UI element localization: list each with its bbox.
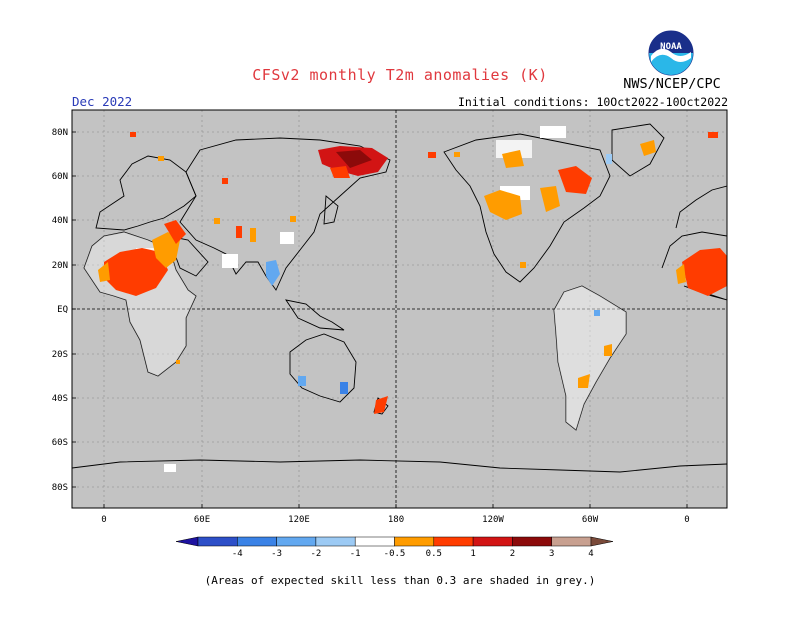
initial-conditions: Initial conditions: 10Oct2022-10Oct2022: [457, 95, 728, 109]
lat-label: 20S: [52, 350, 68, 360]
lon-label: 60W: [582, 515, 599, 525]
lat-label: 60N: [52, 172, 68, 182]
agency-label: NWS/NCEP/CPC: [623, 76, 721, 92]
colorbar-swatch: [276, 536, 317, 547]
colorbar-tick-label: 2: [510, 549, 515, 559]
lat-label: 40S: [52, 394, 68, 404]
lon-label: 0: [684, 515, 689, 525]
map-grid: [72, 110, 727, 508]
chart-title: CFSv2 monthly T2m anomalies (K): [252, 66, 548, 84]
noaa-logo: NOAA: [648, 30, 694, 76]
colorbar-swatch: [394, 536, 435, 547]
lon-ticks: [103, 504, 688, 508]
colorbar-swatch: [433, 536, 474, 547]
colorbar-swatch: [315, 536, 356, 547]
colorbar-arrow-low: [175, 536, 199, 547]
lat-ticks: [72, 131, 76, 488]
colorbar-swatch: [237, 536, 277, 547]
colorbar-swatch: [197, 536, 238, 547]
cold-anomalies: [266, 154, 612, 394]
colorbar-tick-label: -2: [310, 549, 321, 559]
valid-month: Dec 2022: [72, 94, 133, 109]
lon-label: 0: [101, 515, 106, 525]
colorbar-swatch: [354, 536, 395, 547]
lon-label: 120E: [288, 515, 310, 525]
colorbar-tick-label: 4: [588, 549, 593, 559]
lat-label: 60S: [52, 438, 68, 448]
lon-label: 180: [388, 515, 404, 525]
colorbar-tick-label: 1: [470, 549, 475, 559]
lat-label: 20N: [52, 261, 68, 271]
lat-label: 80S: [52, 483, 68, 493]
colorbar-tick-label: -4: [232, 549, 243, 559]
lat-label: 80N: [52, 128, 68, 138]
lat-label: 40N: [52, 216, 68, 226]
lat-axis: 80N 60N 40N 20N EQ 20S 40S 60S 80S: [52, 128, 68, 493]
colorbar-tick-label: -3: [271, 549, 282, 559]
colorbar-tick-label: 0.5: [426, 549, 442, 559]
colorbar-arrow-high: [590, 536, 614, 547]
warm-anomalies: [98, 132, 727, 414]
caption: (Areas of expected skill less than 0.3 a…: [204, 574, 596, 587]
lon-label: 60E: [194, 515, 210, 525]
colorbar-tick-label: -1: [350, 549, 361, 559]
colorbar-tick-label: -0.5: [384, 549, 406, 559]
logo-text: NOAA: [660, 42, 682, 52]
colorbar-tick-label: 3: [549, 549, 554, 559]
lon-label: 120W: [482, 515, 504, 525]
colorbar-swatch: [512, 536, 552, 547]
colorbar: -4 -3 -2 -1 -0.5 0.5 1 2 3 4: [175, 536, 614, 559]
colorbar-swatch: [551, 536, 592, 547]
lat-label: EQ: [57, 305, 68, 315]
colorbar-swatch: [472, 536, 513, 547]
lon-axis: 0 60E 120E 180 120W 60W 0: [101, 515, 689, 525]
